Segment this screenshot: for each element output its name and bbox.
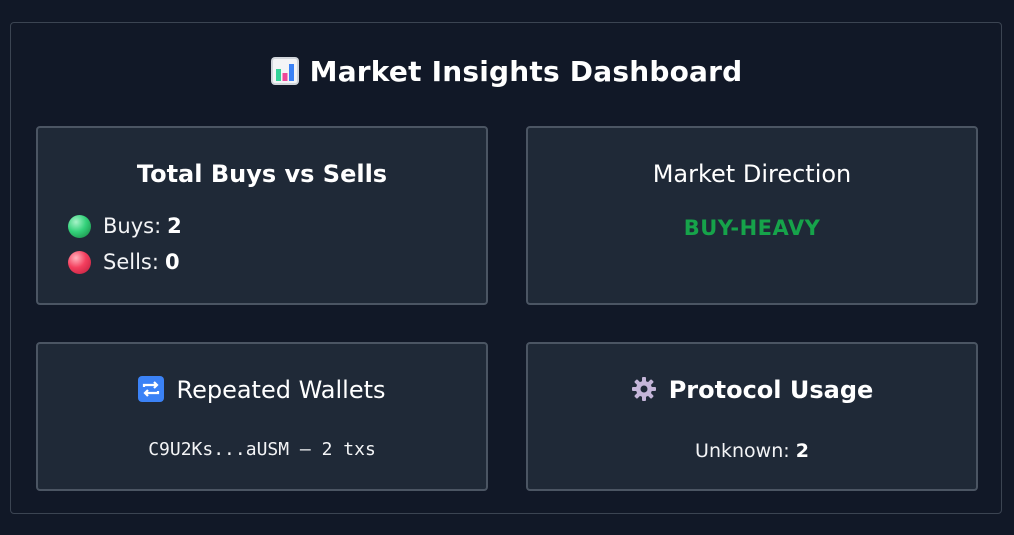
protocol-usage-title-text: Protocol Usage [668,376,874,404]
market-direction-title: Market Direction [652,160,852,188]
protocol-usage-card: Protocol Usage Unknown: 2 [526,342,978,491]
buys-sells-card: Total Buys vs Sells Buys: 2 Sells: 0 [36,126,488,305]
protocol-value: 2 [795,440,809,462]
buys-sells-title: Total Buys vs Sells [136,160,388,188]
repeat-icon [138,376,165,402]
repeated-wallets-title: Repeated Wallets [38,376,486,404]
protocol-usage-entry: Unknown: 2 [528,440,976,462]
market-direction-value: BUY-HEAVY [683,216,821,240]
buys-value: 2 [167,214,182,238]
dashboard-title: Market Insights Dashboard [11,55,1001,88]
protocol-label: Unknown: [695,440,790,462]
sells-stat: Sells: 0 [68,250,180,274]
green-circle-icon [68,214,91,238]
market-insights-dashboard: Market Insights Dashboard Total Buys vs … [10,22,1002,514]
repeated-wallets-title-text: Repeated Wallets [176,376,386,404]
wallet-entry: C9U2Ks...aUSM — 2 txs [148,439,376,460]
buys-label: Buys: [103,214,162,238]
bar-chart-icon [270,57,299,85]
sells-value: 0 [164,250,180,274]
sells-label: Sells: [103,250,159,274]
protocol-usage-title: Protocol Usage [528,376,976,404]
red-circle-icon [68,250,91,274]
buys-stat: Buys: 2 [68,214,182,238]
market-direction-card: Market Direction BUY-HEAVY [526,126,978,305]
gear-icon [631,377,656,401]
dashboard-title-text: Market Insights Dashboard [309,55,743,88]
repeated-wallets-card: Repeated Wallets C9U2Ks...aUSM — 2 txs [36,342,488,491]
